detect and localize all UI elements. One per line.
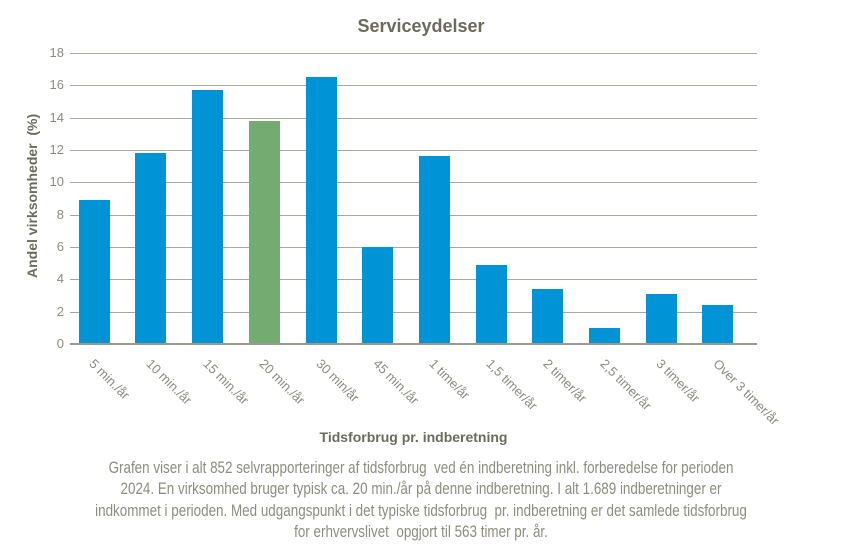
grid-line bbox=[70, 53, 757, 54]
bar bbox=[305, 77, 337, 344]
bar bbox=[475, 264, 507, 344]
x-tick-label: Over 3 timer/år bbox=[710, 356, 783, 428]
grid-line bbox=[70, 279, 757, 281]
bar bbox=[135, 153, 167, 344]
x-tick-label: 2 timer/år bbox=[540, 356, 590, 406]
caption-line: Grafen viser i alt 852 selvrapporteringe… bbox=[108, 458, 734, 477]
y-tick-label: 10 bbox=[49, 174, 64, 190]
bar bbox=[645, 293, 677, 344]
caption: Grafen viser i alt 852 selvrapporteringe… bbox=[0, 457, 842, 542]
x-tick-label: 30 min/år bbox=[313, 356, 363, 405]
chart-title: Serviceydelser bbox=[357, 16, 485, 36]
x-tick-label: 10 min./år bbox=[143, 356, 195, 408]
y-tick-label: 4 bbox=[56, 271, 64, 287]
y-tick-label: 12 bbox=[49, 142, 64, 157]
x-tick-label: 5 min./år bbox=[86, 356, 133, 403]
caption-line: indkommet i perioden. Med udgangspunkt i… bbox=[95, 500, 747, 520]
grid-line bbox=[70, 85, 757, 87]
plot-area bbox=[70, 53, 757, 345]
y-tick-label: 16 bbox=[49, 77, 64, 93]
bar bbox=[78, 200, 110, 344]
caption-line: for erhvervslivet opgjort til 563 timer … bbox=[294, 521, 548, 541]
y-tick-label: 18 bbox=[49, 45, 64, 60]
x-tick-label: 1 time/år bbox=[426, 356, 474, 403]
bar bbox=[702, 305, 734, 344]
grid-line bbox=[70, 311, 757, 313]
bar bbox=[418, 156, 450, 344]
y-tick-label: 14 bbox=[49, 109, 64, 125]
y-tick-label: 2 bbox=[56, 303, 64, 319]
x-tick-label: 1,5 timer/år bbox=[483, 356, 541, 414]
grid-line bbox=[70, 214, 757, 216]
grid-line bbox=[70, 150, 757, 151]
x-tick-label: 3 timer/år bbox=[653, 356, 704, 406]
x-tick-label: 2,5 timer/år bbox=[596, 356, 654, 414]
bar bbox=[532, 289, 564, 344]
grid-line bbox=[70, 182, 757, 184]
x-axis-title: Tidsforbrug pr. indberetning bbox=[319, 429, 508, 445]
grid-line bbox=[70, 247, 757, 248]
y-tick-label: 0 bbox=[56, 336, 64, 351]
y-tick-label: 6 bbox=[56, 239, 64, 254]
x-tick-label: 15 min./år bbox=[199, 356, 252, 408]
caption-line: 2024. En virksomhed bruger typisk ca. 20… bbox=[120, 479, 722, 499]
bar-highlighted bbox=[248, 120, 280, 344]
x-tick-label: 45 min./år bbox=[370, 356, 422, 408]
x-tick-label: 20 min./år bbox=[256, 356, 309, 408]
bar bbox=[589, 327, 620, 344]
grid-line bbox=[70, 117, 757, 119]
y-tick-label: 8 bbox=[56, 206, 64, 222]
bar bbox=[192, 90, 224, 344]
bar bbox=[362, 247, 394, 344]
x-axis-line bbox=[70, 343, 757, 345]
